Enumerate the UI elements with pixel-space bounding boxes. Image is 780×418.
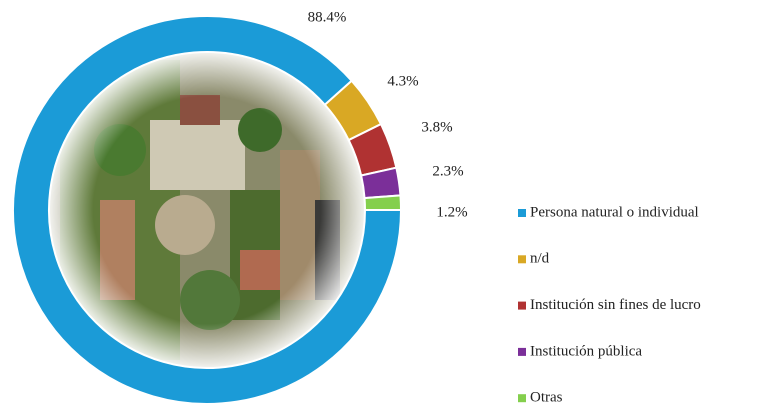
aerial-photo: [49, 52, 365, 368]
legend-label: Otras: [530, 390, 563, 406]
donut-segment: [363, 194, 403, 211]
data-label: 1.2%: [436, 204, 467, 220]
legend-label: Persona natural o individual: [530, 204, 699, 220]
data-label: 88.4%: [308, 9, 347, 25]
legend-swatch: [518, 209, 526, 217]
legend-label: Institución sin fines de lucro: [530, 297, 701, 313]
donut-segment: [12, 15, 403, 405]
data-label: 3.8%: [421, 119, 452, 135]
legend-label: n/d: [530, 251, 550, 267]
legend-swatch: [518, 255, 526, 264]
legend-swatch: [518, 301, 526, 310]
data-label: 4.3%: [387, 73, 418, 89]
data-label: 2.3%: [432, 163, 463, 179]
legend-swatch: [518, 347, 526, 356]
legend-label: Institución pública: [530, 343, 642, 359]
legend-swatch: [518, 394, 526, 403]
